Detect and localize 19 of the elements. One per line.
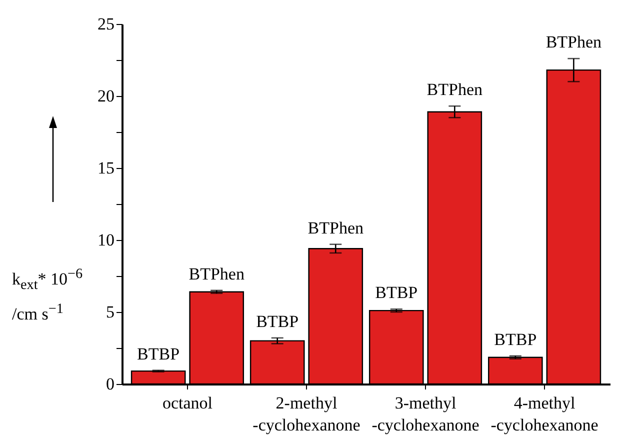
x-tick-label: 2-methyl -cyclohexanone: [252, 394, 360, 434]
series-label: BTPhen: [188, 264, 245, 284]
x-tick-label: 3-methyl -cyclohexanone: [372, 394, 480, 434]
y-tick-label: 20: [98, 86, 114, 106]
text: BTBP: [494, 330, 537, 349]
series-label: BTBP: [137, 344, 180, 364]
y-tick-label: 0: [106, 374, 114, 394]
x-tick-label: 4-methyl -cyclohexanone: [490, 394, 598, 434]
y-tick-label: 25: [98, 14, 114, 34]
text: BTPhen: [546, 32, 602, 52]
text: k$_{ext}$* 10$^{−6}$ /cm s$^{−1}$: [12, 266, 83, 324]
text: BTBP: [375, 283, 418, 302]
y-tick-label: 15: [98, 158, 114, 178]
text: BTPhen: [426, 80, 483, 100]
x-tick-label: octanol: [162, 394, 213, 412]
y-tick-label: 5: [106, 302, 114, 322]
text: BTPhen: [308, 218, 364, 238]
y-tick-label: 10: [98, 230, 114, 250]
text: BTBP: [256, 312, 299, 331]
